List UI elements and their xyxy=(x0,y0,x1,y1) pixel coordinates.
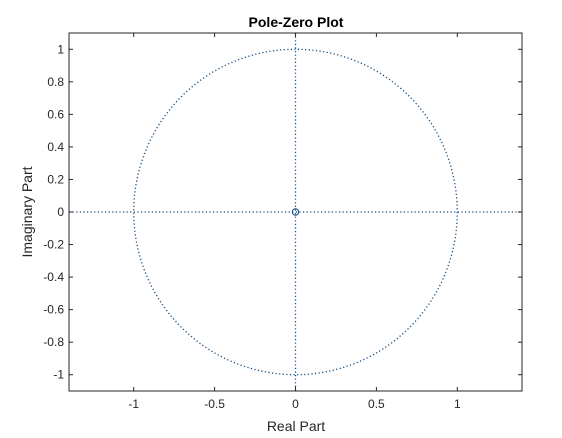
y-axis-label: Imaginary Part xyxy=(19,166,35,257)
y-tick-label: 0 xyxy=(57,205,64,219)
y-tick-label: 0.8 xyxy=(47,75,64,89)
y-tick-label: 1 xyxy=(57,42,64,56)
y-tick-label: -0.6 xyxy=(43,303,64,317)
y-tick-label: -0.4 xyxy=(43,270,64,284)
y-tick-label: -1 xyxy=(53,368,64,382)
y-tick-label: -0.8 xyxy=(43,335,64,349)
x-tick-label: 1 xyxy=(454,397,461,411)
x-tick-label: -0.5 xyxy=(204,397,225,411)
x-tick-label: -1 xyxy=(128,397,139,411)
plot-area xyxy=(69,33,522,391)
y-tick-label: 0.6 xyxy=(47,107,64,121)
chart-title: Pole-Zero Plot xyxy=(249,14,344,30)
x-tick-label: 0 xyxy=(292,397,299,411)
y-tick-label: 0.4 xyxy=(47,140,64,154)
x-axis-label: Real Part xyxy=(267,418,325,434)
y-tick-label: 0.2 xyxy=(47,172,64,186)
y-tick-label: -0.2 xyxy=(43,238,64,252)
x-tick-label: 0.5 xyxy=(368,397,385,411)
